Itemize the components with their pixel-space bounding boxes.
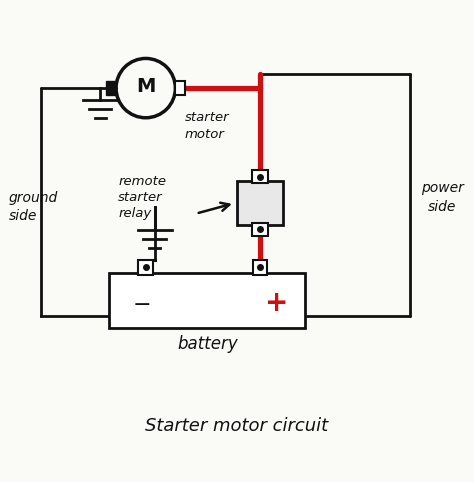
Bar [106,81,116,95]
Bar [109,273,305,328]
Text: remote
starter
relay: remote starter relay [118,175,166,220]
Bar [252,223,268,236]
Bar [252,171,268,183]
Bar [138,260,153,275]
Text: battery: battery [177,335,237,353]
Text: ground
side: ground side [9,190,58,223]
Text: +: + [265,289,289,317]
Text: M: M [136,77,155,96]
Text: −: − [133,295,151,315]
Text: starter
motor: starter motor [184,111,229,141]
Text: Starter motor circuit: Starter motor circuit [146,417,328,435]
Bar [237,181,283,225]
Bar [175,81,185,95]
Bar [253,260,267,275]
Text: power
side: power side [421,181,464,214]
